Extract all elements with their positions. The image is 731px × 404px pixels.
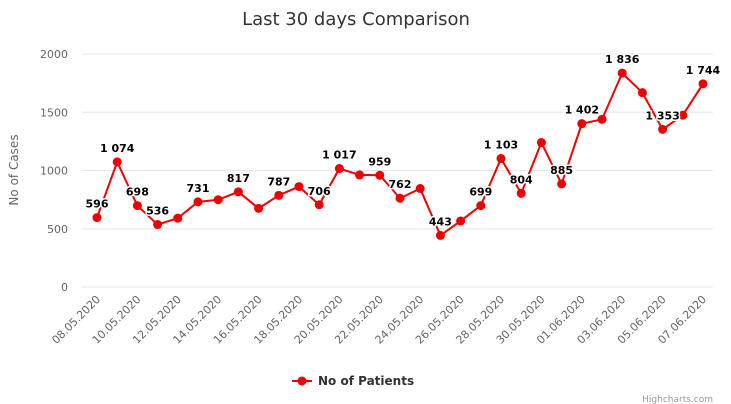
y-tick-label: 1500: [40, 106, 68, 119]
data-label: 1 836: [605, 53, 640, 66]
data-point[interactable]: [355, 170, 365, 180]
data-label: 1 103: [484, 139, 518, 152]
data-label: 762: [389, 178, 412, 191]
data-point[interactable]: [658, 124, 668, 134]
data-point[interactable]: [678, 110, 688, 120]
data-label: 959: [368, 155, 391, 168]
y-tick-label: 500: [47, 223, 68, 236]
y-axis-ticks: 0 500 1000 1500 2000: [40, 48, 68, 294]
data-point[interactable]: [415, 184, 425, 194]
data-label: 885: [550, 164, 573, 177]
data-point[interactable]: [496, 154, 506, 164]
data-point[interactable]: [193, 197, 203, 207]
legend[interactable]: No of Patients: [292, 374, 414, 388]
data-point[interactable]: [112, 157, 122, 167]
data-label: 699: [469, 186, 492, 199]
data-point[interactable]: [456, 216, 466, 226]
data-point[interactable]: [395, 193, 405, 203]
credit-text[interactable]: Highcharts.com: [642, 395, 713, 404]
data-point[interactable]: [274, 190, 284, 200]
data-point[interactable]: [213, 195, 223, 205]
data-point[interactable]: [173, 213, 183, 223]
data-point[interactable]: [334, 164, 344, 174]
data-label: 1 744: [686, 64, 721, 77]
data-point[interactable]: [254, 203, 264, 213]
data-point[interactable]: [375, 170, 385, 180]
data-label: 787: [267, 175, 290, 188]
data-point[interactable]: [577, 119, 587, 129]
data-label: 706: [308, 185, 331, 198]
y-tick-label: 0: [61, 281, 68, 294]
y-tick-label: 1000: [40, 165, 68, 178]
x-axis-ticks: 08.05.202010.05.202012.05.202014.05.2020…: [49, 293, 709, 347]
data-point[interactable]: [516, 188, 526, 198]
data-point[interactable]: [314, 200, 324, 210]
y-tick-label: 2000: [40, 48, 68, 61]
data-label: 1 017: [322, 149, 356, 162]
data-point[interactable]: [476, 201, 486, 211]
data-label: 443: [429, 215, 452, 228]
data-point[interactable]: [536, 138, 546, 148]
data-point[interactable]: [637, 88, 647, 98]
y-axis-label: No of Cases: [7, 134, 21, 205]
data-label: 1 074: [100, 142, 135, 155]
data-point[interactable]: [92, 213, 102, 223]
data-point[interactable]: [153, 220, 163, 230]
data-label: 596: [86, 198, 109, 211]
data-label: 1 353: [645, 109, 679, 122]
series-line: [96, 72, 704, 237]
data-label: 804: [510, 173, 533, 186]
data-label: 536: [146, 205, 169, 218]
data-point[interactable]: [597, 114, 607, 124]
data-labels: 596 1 074 698 536 731 817 787 706 1 017 959 762 443…: [84, 52, 722, 230]
chart-title: Last 30 days Comparison: [242, 9, 470, 30]
series-group: [92, 68, 708, 240]
data-point[interactable]: [233, 187, 243, 197]
data-label: 817: [227, 172, 250, 185]
data-point[interactable]: [294, 182, 304, 192]
data-point[interactable]: [698, 79, 708, 89]
data-point[interactable]: [132, 201, 142, 211]
data-label: 731: [187, 182, 210, 195]
grid: [82, 53, 713, 288]
data-label: 698: [126, 186, 149, 199]
data-label: 1 402: [565, 104, 599, 117]
data-point[interactable]: [617, 68, 627, 78]
legend-label: No of Patients: [318, 374, 414, 388]
data-point[interactable]: [557, 179, 567, 189]
data-point[interactable]: [435, 230, 445, 240]
legend-marker: [297, 376, 307, 386]
